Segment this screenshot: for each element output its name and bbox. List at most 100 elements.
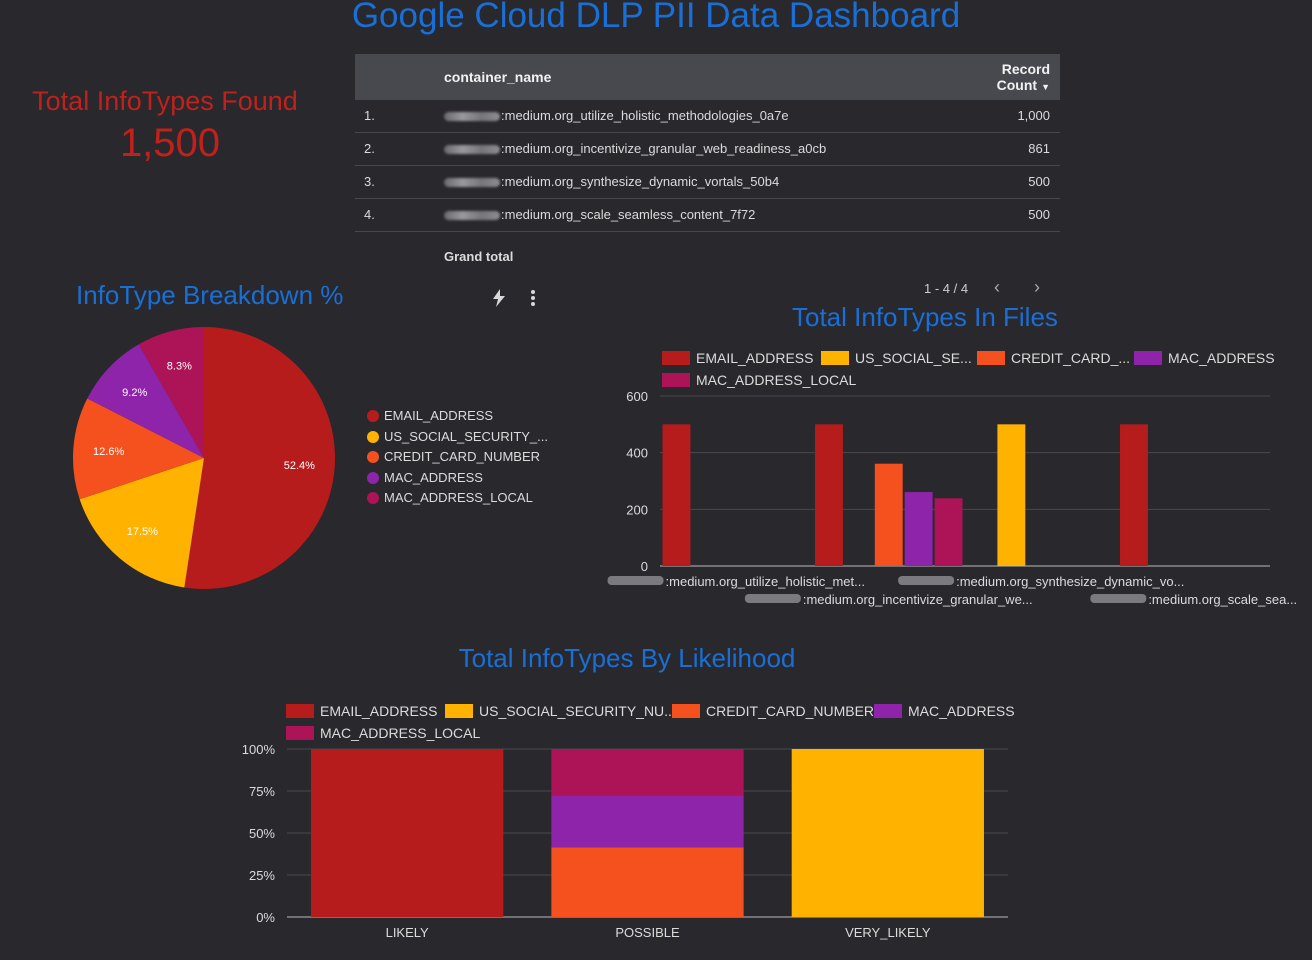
pie-slice-mac-address[interactable]	[87, 344, 204, 458]
row-index: 2.	[364, 141, 375, 156]
redacted-prefix	[444, 145, 500, 155]
legend-item-email-address[interactable]: EMAIL_ADDRESS	[662, 350, 813, 366]
bar-credit-card-number[interactable]	[874, 463, 903, 566]
more-vert-icon[interactable]	[529, 289, 537, 307]
legend-label: US_SOCIAL_SE...	[855, 350, 972, 366]
stack-segment-us-social-security-number[interactable]	[791, 749, 984, 917]
legend-item-email-address[interactable]: EMAIL_ADDRESS	[286, 703, 437, 719]
stack-segment-email-address[interactable]	[311, 749, 504, 917]
legend-item-credit-card-number[interactable]: CREDIT_CARD_...	[977, 350, 1130, 366]
legend-item-mac-address-local[interactable]: MAC_ADDRESS_LOCAL	[286, 725, 480, 741]
legend-item-credit-card-number[interactable]: CREDIT_CARD_NUMBER	[367, 449, 540, 464]
stack-segment-mac-address[interactable]	[551, 795, 744, 848]
bar-email-address[interactable]	[662, 424, 691, 566]
container-name-text: :medium.org_incentivize_granular_web_rea…	[501, 141, 827, 156]
legend-label: EMAIL_ADDRESS	[696, 350, 814, 366]
pie-slice-mac-address-local[interactable]	[138, 327, 204, 458]
table-row[interactable]: 2. :medium.org_incentivize_granular_web_…	[355, 133, 1060, 166]
column-header-container-name[interactable]: container_name	[444, 69, 552, 85]
bar-chart-title: Total InfoTypes In Files	[792, 302, 1058, 332]
record-count-header-line1: Record	[1001, 61, 1050, 77]
bar-mac-address-local[interactable]	[934, 498, 963, 566]
stacked-legend: EMAIL_ADDRESS US_SOCIAL_SECURITY_NU... CRE…	[286, 703, 1046, 745]
legend-item-mac-address-local[interactable]: MAC_ADDRESS_LOCAL	[367, 490, 533, 505]
bar-us-social-security-number[interactable]	[997, 424, 1026, 566]
legend-swatch	[874, 704, 902, 718]
table-header: container_name Record Count ▼	[355, 54, 1060, 100]
y-tick-label: 25%	[249, 868, 275, 883]
legend-swatch	[445, 704, 473, 718]
legend-item-mac-address[interactable]: MAC_ADDRESS	[367, 470, 483, 485]
table-row[interactable]: 3. :medium.org_synthesize_dynamic_vortal…	[355, 166, 1060, 199]
legend-swatch	[977, 351, 1005, 365]
legend-item-mac-address[interactable]: MAC_ADDRESS	[1134, 350, 1275, 366]
legend-item-email-address[interactable]: EMAIL_ADDRESS	[367, 408, 493, 423]
kpi-label: Total InfoTypes Found	[32, 86, 298, 116]
legend-label: MAC_ADDRESS_LOCAL	[696, 372, 857, 388]
legend-label: US_SOCIAL_SECURITY_NU...	[479, 703, 676, 719]
legend-label: MAC_ADDRESS	[908, 703, 1015, 719]
row-record-count: 861	[1028, 141, 1050, 156]
bar-mac-address[interactable]	[904, 492, 933, 566]
table-row[interactable]: 1. :medium.org_utilize_holistic_methodol…	[355, 100, 1060, 133]
x-tick-text: :medium.org_scale_sea...	[1148, 592, 1297, 607]
sort-desc-icon[interactable]: ▼	[1041, 82, 1050, 92]
y-tick-label: 75%	[249, 784, 275, 799]
pie-slice-label: 9.2%	[122, 387, 147, 399]
row-index: 1.	[364, 108, 375, 123]
legend-label: MAC_ADDRESS_LOCAL	[320, 725, 481, 741]
pie-legend: EMAIL_ADDRESS US_SOCIAL_SECURITY_... CREDI…	[367, 408, 567, 518]
bolt-icon[interactable]	[491, 288, 507, 308]
pie-slice-email-address[interactable]	[184, 327, 336, 589]
legend-swatch	[367, 410, 379, 422]
bar-chart: 0 200 400 600:medium.org_utilize_holistic_m…	[607, 389, 1297, 607]
grand-total-label: Grand total	[444, 249, 514, 264]
x-tick-label: :medium.org_utilize_holistic_met...	[607, 574, 865, 589]
row-record-count: 500	[1028, 174, 1050, 189]
y-tick-label: 200	[626, 502, 648, 517]
x-tick-label: POSSIBLE	[615, 925, 680, 940]
column-header-record-count[interactable]: Record Count ▼	[997, 61, 1050, 95]
y-tick-label: 100%	[242, 742, 276, 757]
legend-label: CREDIT_CARD_NUMBER	[384, 449, 541, 464]
legend-item-mac-address[interactable]: MAC_ADDRESS	[874, 703, 1015, 719]
x-tick-text: :medium.org_utilize_holistic_met...	[666, 574, 865, 589]
container-name-text: :medium.org_utilize_holistic_methodologi…	[501, 108, 789, 123]
row-container-name: :medium.org_incentivize_granular_web_rea…	[444, 141, 826, 156]
row-index: 4.	[364, 207, 375, 222]
legend-swatch	[1134, 351, 1162, 365]
legend-label: CREDIT_CARD_...	[1011, 350, 1131, 366]
redacted-prefix	[898, 576, 955, 585]
legend-item-credit-card-number[interactable]: CREDIT_CARD_NUMBER	[672, 703, 874, 719]
pie-slice-us-social-security-number[interactable]	[79, 458, 204, 588]
record-count-header-line2: Count	[996, 77, 1038, 93]
legend-label: MAC_ADDRESS_LOCAL	[384, 490, 533, 505]
container-table: container_name Record Count ▼ 1. :medium.…	[355, 54, 1060, 232]
chevron-left-icon[interactable]: ‹	[994, 277, 1000, 297]
pie-slice-label: 52.4%	[284, 460, 315, 472]
pie-slice-credit-card-number[interactable]	[73, 398, 204, 500]
legend-label: MAC_ADDRESS	[1168, 350, 1275, 366]
legend-swatch	[286, 726, 314, 740]
pie-chart: 52.4% 17.5% 12.6% 9.2% 8.3%	[73, 327, 336, 589]
legend-swatch	[367, 471, 379, 484]
pie-slice-label: 12.6%	[93, 446, 124, 458]
stack-segment-credit-card-number[interactable]	[551, 847, 744, 917]
legend-swatch	[662, 351, 690, 365]
legend-item-us-social-security-number[interactable]: US_SOCIAL_SE...	[821, 350, 972, 366]
x-tick-text: :medium.org_incentivize_granular_we...	[803, 592, 1033, 607]
container-name-text: :medium.org_scale_seamless_content_7f72	[501, 207, 756, 222]
redacted-prefix	[607, 576, 664, 585]
legend-item-us-social-security-number[interactable]: US_SOCIAL_SECURITY_NU...	[445, 703, 676, 719]
bar-email-address[interactable]	[1120, 424, 1148, 566]
page-title: Google Cloud DLP PII Data Dashboard	[351, 0, 961, 35]
bar-email-address[interactable]	[815, 424, 843, 566]
table-row[interactable]: 4. :medium.org_scale_seamless_content_7f…	[355, 199, 1060, 232]
stack-segment-mac-address-local[interactable]	[551, 749, 744, 796]
x-tick-label: VERY_LIKELY	[845, 925, 931, 940]
legend-item-mac-address-local[interactable]: MAC_ADDRESS_LOCAL	[662, 372, 856, 388]
row-container-name: :medium.org_scale_seamless_content_7f72	[444, 207, 755, 222]
legend-item-us-social-security-number[interactable]: US_SOCIAL_SECURITY_...	[367, 429, 548, 444]
redacted-prefix	[1090, 594, 1147, 603]
chevron-right-icon[interactable]: ›	[1034, 277, 1040, 297]
